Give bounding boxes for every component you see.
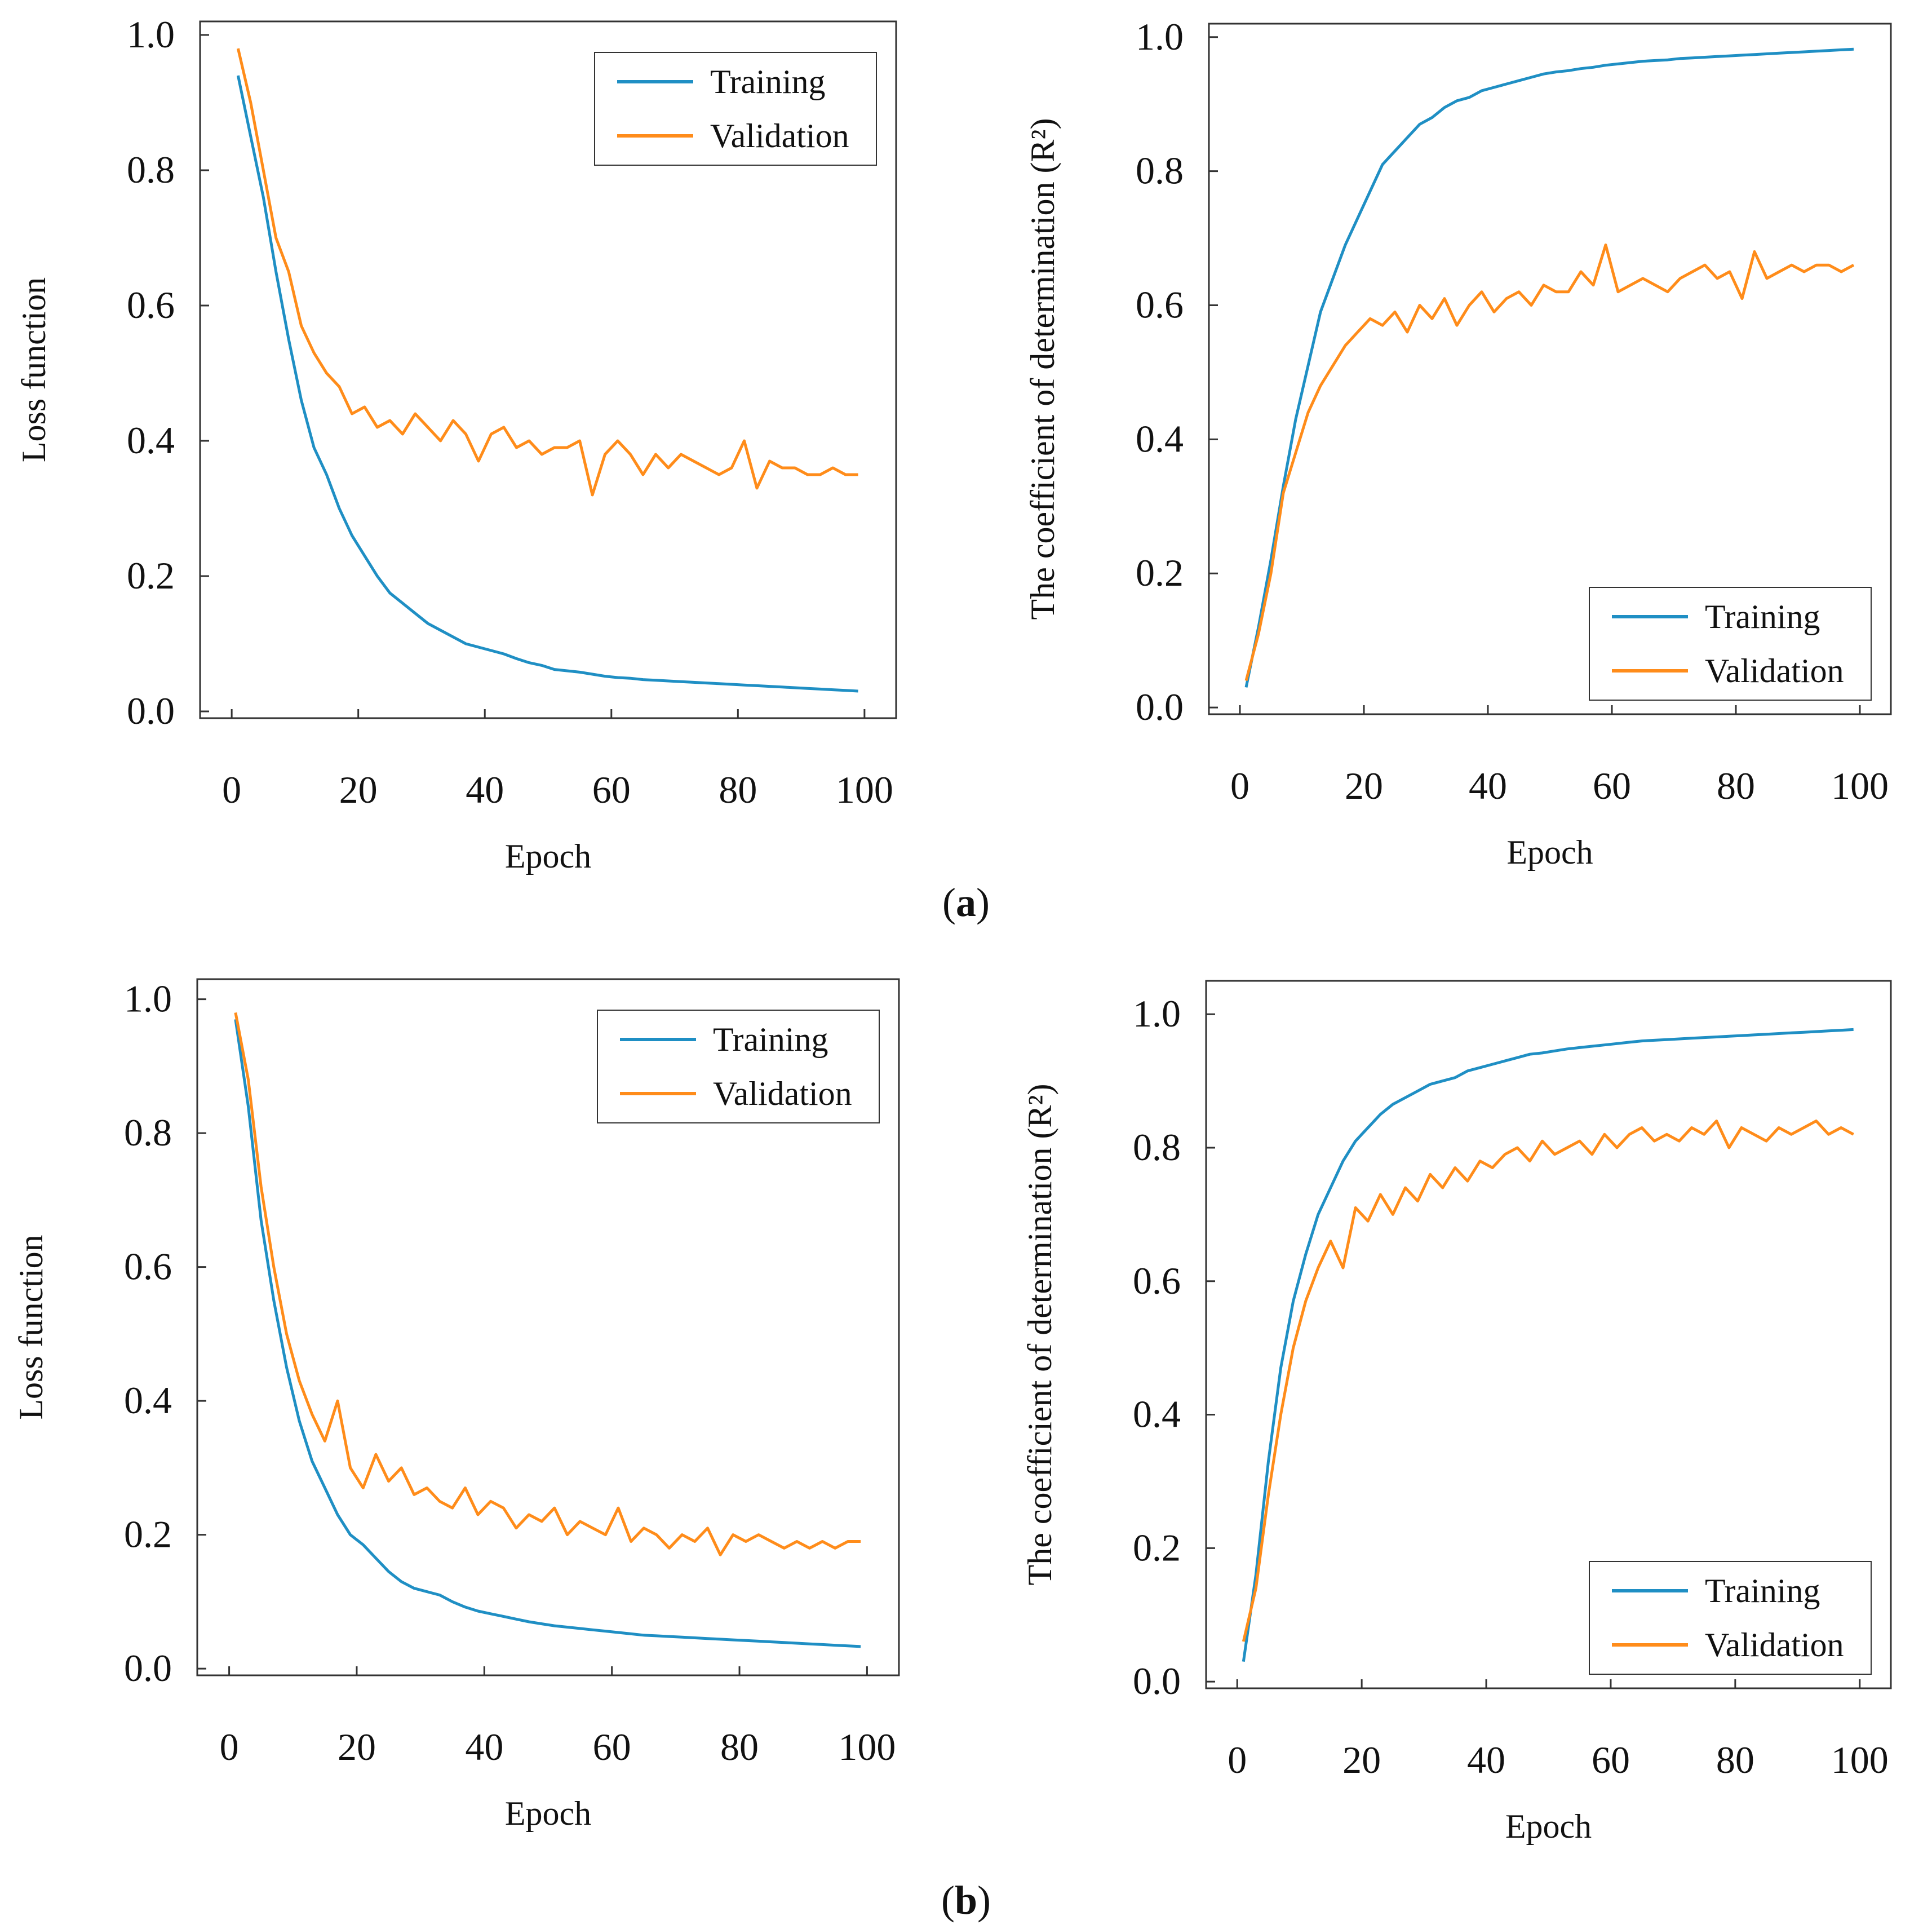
- y-tick-label: 1.0: [124, 977, 172, 1020]
- series-line-validation: [1244, 244, 1855, 682]
- y-tick-label: 0.2: [124, 1513, 172, 1556]
- plot-frame: [196, 978, 900, 1676]
- legend-label-validation: Validation: [710, 117, 849, 154]
- series-line-validation: [1242, 1120, 1854, 1642]
- y-axis-label: Loss function: [15, 277, 52, 462]
- legend-label-training: Training: [1705, 1572, 1820, 1609]
- legend-label-validation: Validation: [713, 1075, 852, 1112]
- x-tick-label: 40: [466, 768, 504, 811]
- x-tick-label: 100: [836, 768, 893, 811]
- y-tick-label: 1.0: [127, 13, 175, 56]
- y-tick-label: 0.0: [124, 1647, 172, 1689]
- x-tick-label: 80: [1716, 1738, 1754, 1781]
- x-tick-label: 80: [719, 768, 757, 811]
- legend-label-training: Training: [713, 1021, 828, 1058]
- series-line-validation: [236, 48, 858, 497]
- y-tick-label: 0.6: [127, 284, 175, 326]
- plot-frame: [199, 20, 897, 719]
- chart-a-r2: 0 20 40 60 80 100 0.0 0.2 0.4 0.6 0.8 1.0 Epoch The c…: [1024, 15, 1892, 871]
- x-tick-label: 20: [1345, 764, 1383, 807]
- y-axis-label: Loss function: [12, 1235, 50, 1419]
- plot-frame: [1205, 980, 1892, 1689]
- legend: Training Validation: [1589, 587, 1872, 701]
- series-line-training: [1244, 47, 1854, 688]
- legend: Training Validation: [597, 1010, 880, 1123]
- x-tick-label: 0: [222, 768, 241, 811]
- series-line-validation: [234, 1012, 861, 1556]
- x-tick-label: 40: [1469, 764, 1507, 807]
- legend-box: [597, 1010, 880, 1123]
- x-tick-label: 100: [1831, 1738, 1889, 1781]
- x-tick-label: 100: [1831, 764, 1889, 807]
- x-tick-label: 20: [338, 1726, 376, 1768]
- y-tick-label: 0.8: [1136, 149, 1184, 192]
- legend-box: [1589, 1561, 1872, 1675]
- y-tick-label: 0.4: [1133, 1393, 1181, 1436]
- series-line-training: [236, 75, 858, 693]
- legend-label-training: Training: [1705, 598, 1820, 635]
- x-tick-label: 100: [838, 1726, 896, 1768]
- y-tick-label: 0.6: [1133, 1259, 1181, 1302]
- y-tick-label: 0.0: [1133, 1660, 1181, 1702]
- x-tick-label: 60: [1592, 1738, 1630, 1781]
- y-tick-label: 0.2: [127, 554, 175, 597]
- x-axis-label: Epoch: [1505, 1808, 1592, 1845]
- y-tick-label: 1.0: [1133, 992, 1181, 1035]
- x-axis-label: Epoch: [505, 1795, 591, 1832]
- x-tick-label: 0: [220, 1726, 239, 1768]
- chart-b-loss: 0 20 40 60 80 100 0.0 0.2 0.4 0.6 0.8 1.0 Epoch Loss …: [12, 977, 900, 1832]
- panel-label-b: (b): [941, 1878, 991, 1923]
- y-tick-label: 0.8: [1133, 1126, 1181, 1169]
- legend-label-training: Training: [710, 63, 826, 100]
- legend-box: [1589, 587, 1872, 701]
- x-tick-label: 80: [720, 1726, 759, 1768]
- legend-label-validation: Validation: [1705, 652, 1844, 689]
- x-tick-label: 20: [339, 768, 378, 811]
- x-tick-label: 0: [1230, 764, 1249, 807]
- series-line-training: [234, 1019, 861, 1648]
- x-tick-label: 40: [1467, 1738, 1505, 1781]
- x-tick-label: 0: [1228, 1738, 1247, 1781]
- y-tick-label: 1.0: [1136, 15, 1184, 58]
- y-tick-label: 0.4: [124, 1379, 172, 1422]
- x-tick-label: 20: [1342, 1738, 1381, 1781]
- series-line-training: [1242, 1028, 1854, 1662]
- y-tick-label: 0.0: [127, 689, 175, 732]
- panel-label-a: (a): [942, 880, 990, 925]
- x-tick-label: 80: [1717, 764, 1755, 807]
- x-tick-label: 60: [1593, 764, 1631, 807]
- y-tick-label: 0.2: [1133, 1526, 1181, 1569]
- y-tick-label: 0.0: [1136, 685, 1184, 728]
- y-tick-label: 0.4: [127, 419, 175, 462]
- legend-label-validation: Validation: [1705, 1626, 1844, 1663]
- legend: Training Validation: [1589, 1561, 1872, 1675]
- y-tick-label: 0.8: [127, 148, 175, 191]
- x-axis-label: Epoch: [505, 838, 591, 875]
- y-tick-label: 0.4: [1136, 417, 1184, 460]
- y-tick-label: 0.2: [1136, 551, 1184, 594]
- x-axis-label: Epoch: [1506, 834, 1593, 871]
- legend: Training Validation: [594, 52, 877, 166]
- y-axis-label: The coefficient of determination (R²): [1024, 118, 1061, 620]
- x-tick-label: 60: [592, 768, 631, 811]
- y-tick-label: 0.8: [124, 1111, 172, 1154]
- y-tick-label: 0.6: [1136, 284, 1184, 326]
- plot-frame: [1208, 23, 1892, 715]
- y-tick-label: 0.6: [124, 1245, 172, 1288]
- y-axis-label: The coefficient of determination (R²): [1021, 1084, 1058, 1586]
- chart-b-r2: 0 20 40 60 80 100 0.0 0.2 0.4 0.6 0.8 1.0 Epoch The c…: [1021, 980, 1892, 1845]
- chart-a-loss: 0 20 40 60 80 100 0.0 0.2 0.4 0.6 0.8 1.0 Epoch Loss …: [15, 13, 897, 875]
- legend-box: [594, 52, 877, 166]
- x-tick-label: 40: [465, 1726, 503, 1768]
- x-tick-label: 60: [593, 1726, 631, 1768]
